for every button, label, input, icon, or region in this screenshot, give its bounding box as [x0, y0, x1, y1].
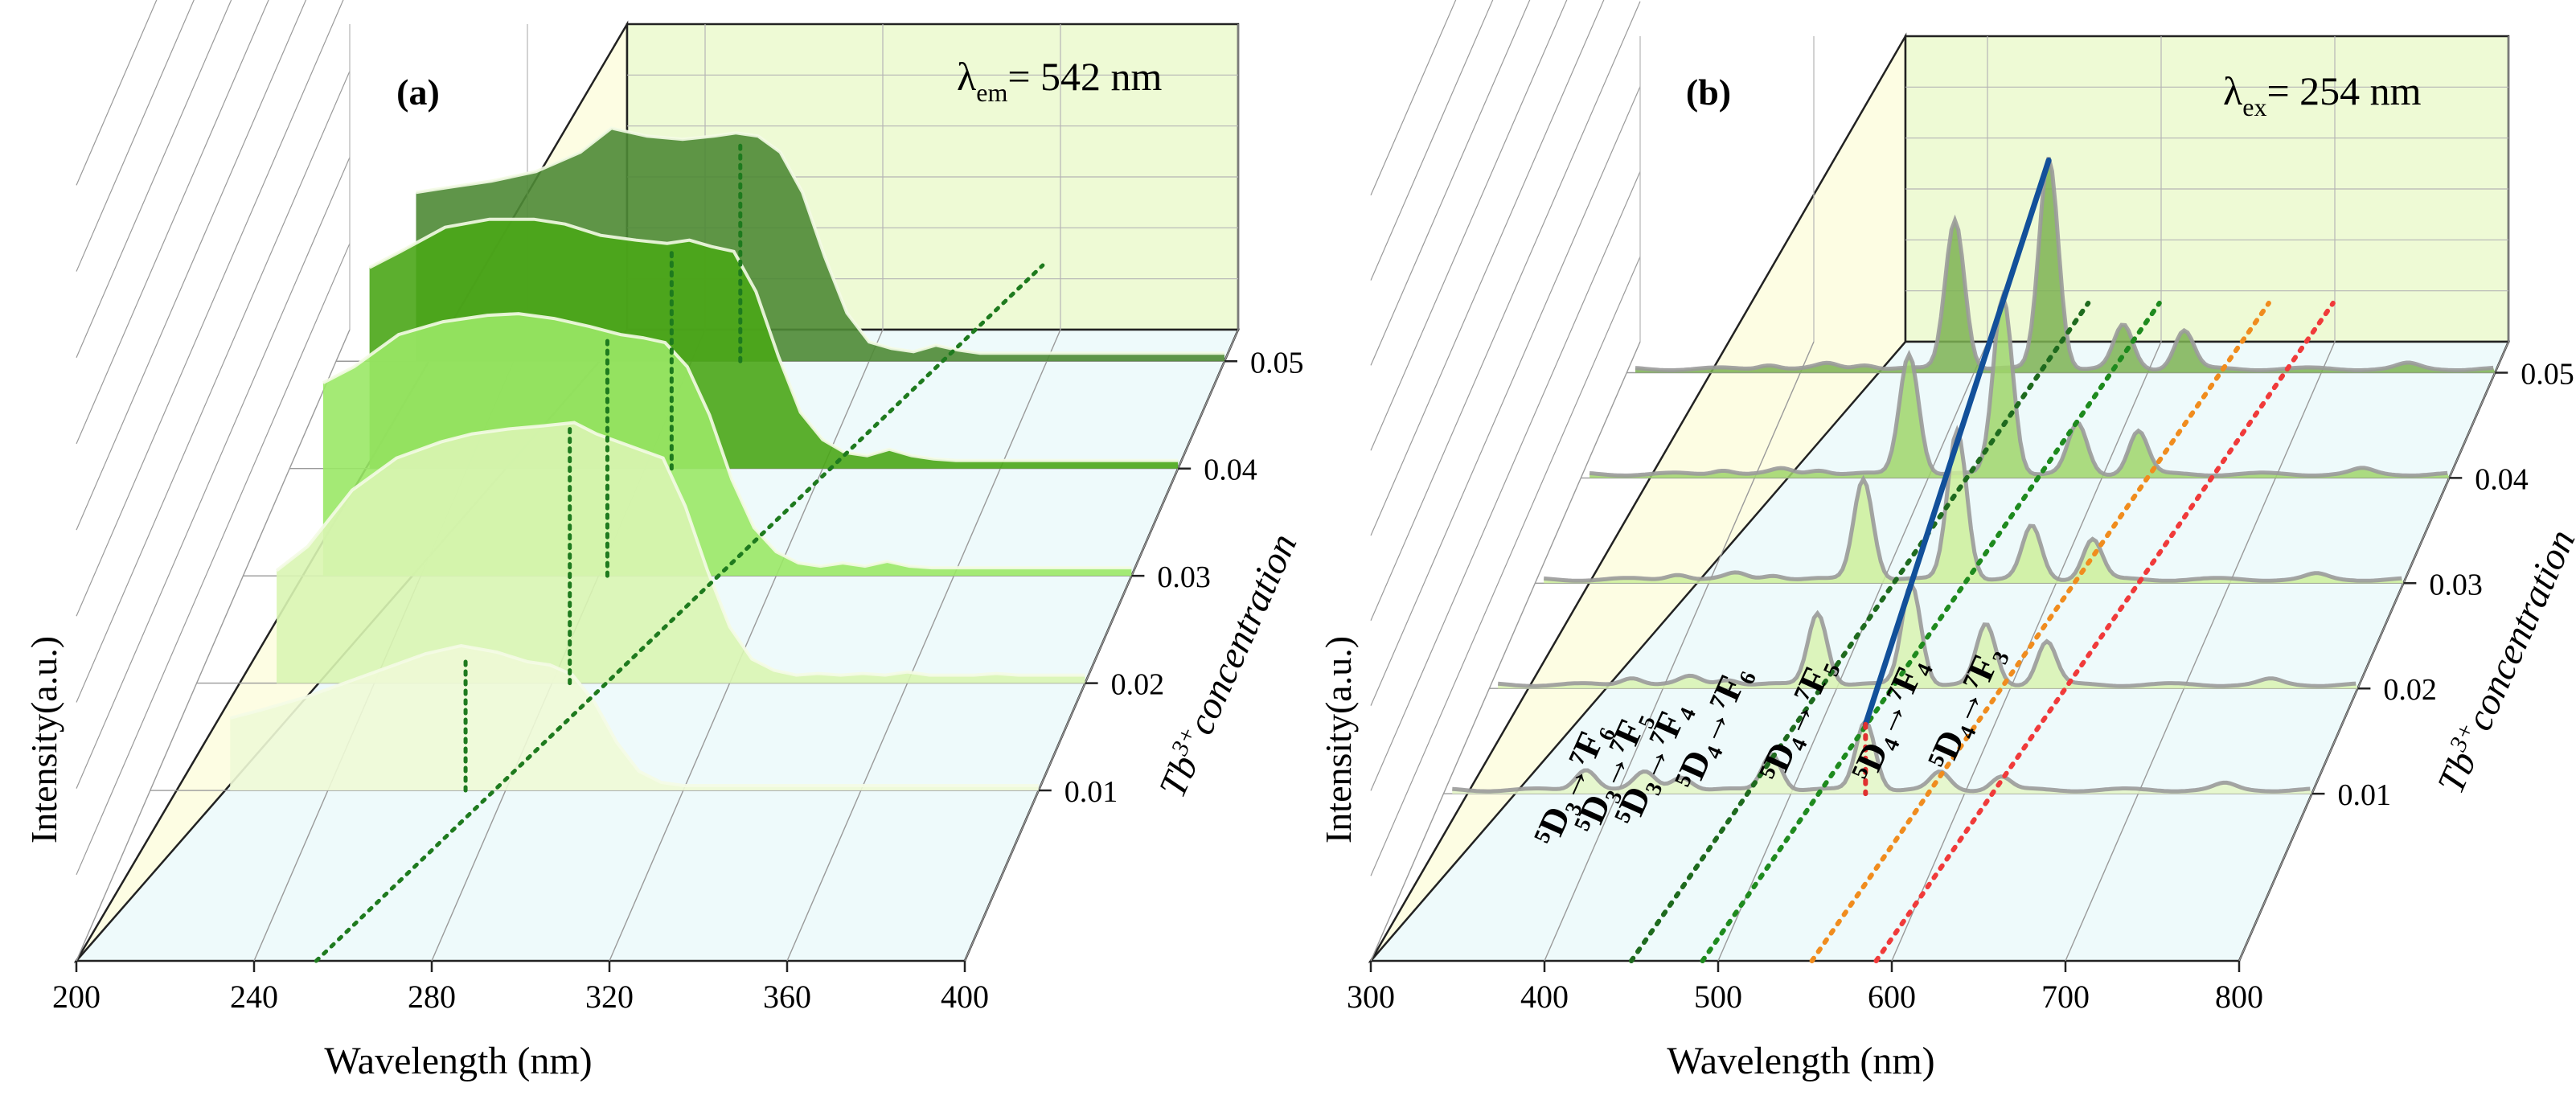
- wall-gridline: [76, 0, 158, 186]
- panel-b-z-ticks: 0.01 0.02 0.03 0.04 0.05: [2311, 358, 2574, 812]
- panel-a-z-ticks: 0.01 0.02 0.03 0.04 0.05: [1038, 346, 1304, 809]
- panel-a-ylabel: Intensity(a.u.): [23, 636, 64, 843]
- x-tick-label: 400: [1520, 979, 1569, 1015]
- peak-guide-511: [1700, 301, 2162, 963]
- spectrum-area-0.02: [277, 422, 1085, 683]
- z-tick-label: 0.03: [1157, 560, 1211, 594]
- x-tick-label: 280: [408, 979, 456, 1015]
- wall-gridline: [76, 0, 232, 358]
- panel-a-lambda: λem= 542 nm: [957, 54, 1163, 107]
- peak-guide-470: [1629, 301, 2091, 963]
- x-tick-label: 360: [763, 979, 811, 1015]
- spectrum-line-0.05: [1635, 157, 2494, 372]
- spectrum-line-0.01: [229, 643, 1039, 787]
- wall-gridline: [1370, 86, 1641, 706]
- floor-gridline-x: [1717, 341, 1988, 962]
- panel-a-lambda-sub: em: [976, 78, 1007, 107]
- wall-gridline: [1370, 0, 1531, 366]
- floor-gridline-x: [76, 329, 351, 962]
- panel-b-label: (b): [1686, 72, 1731, 113]
- spectrum-line-0.01: [1452, 717, 2311, 794]
- peak-guide-574: [1809, 301, 2271, 963]
- spectrum-area-0.01: [230, 646, 1039, 791]
- panel-a-guides: [314, 140, 1045, 963]
- panel-b-lambda: λex= 254 nm: [2223, 68, 2422, 121]
- panel-b-slices: [1452, 157, 2496, 794]
- floor-gridline-x: [609, 329, 884, 962]
- spectrum-line-0.03: [322, 312, 1132, 570]
- x-tick-label: 300: [1347, 979, 1395, 1015]
- wall-gridline: [76, 157, 351, 789]
- panel-b-xlabel: Wavelength (nm): [1667, 1040, 1934, 1082]
- panel-b-x-ticks: 300 400 500 600 700 800: [1347, 961, 2263, 1015]
- spectrum-line-0.02: [275, 421, 1085, 677]
- wall-gridline: [76, 0, 344, 617]
- x-tick-label: 320: [585, 979, 634, 1015]
- x-tick-label: 600: [1868, 979, 1916, 1015]
- floor-gridline-x: [964, 329, 1239, 962]
- spectrum-line-0.04: [368, 217, 1179, 462]
- z-tick-label: 0.05: [1250, 346, 1304, 380]
- wall-gridline: [76, 0, 195, 272]
- wall-gridline: [1370, 256, 1641, 876]
- panel-a-slices: [229, 126, 1224, 791]
- floor-gridline-x: [2065, 341, 2336, 962]
- panel-a: 200 240 280 320 360 400 0.010.020.030.040.05 …: [23, 0, 1305, 1082]
- wall-gridline: [1370, 0, 1494, 281]
- wall-gridline: [1370, 1, 1641, 622]
- z-tick-label: 0.02: [2383, 673, 2437, 707]
- z-tick-label: 0.04: [1204, 454, 1257, 487]
- spectrum-line-0.05: [416, 126, 1224, 355]
- wall-gridline: [76, 0, 269, 445]
- panel-a-x-ticks: 200 240 280 320 360 400: [52, 961, 989, 1015]
- panel-a-label: (a): [396, 72, 440, 113]
- wall-gridline: [76, 0, 307, 531]
- panel-a-xlabel: Wavelength (nm): [324, 1040, 592, 1082]
- z-tick-label: 0.02: [1111, 668, 1165, 702]
- panel-b-lambda-sub: ex: [2242, 92, 2266, 121]
- wall-gridline: [76, 243, 351, 876]
- x-tick-label: 800: [2215, 979, 2263, 1015]
- trend-guide: [314, 263, 1045, 963]
- wall-gridline: [1370, 0, 1568, 451]
- panel-b-ylabel: Intensity(a.u.): [1318, 636, 1359, 843]
- spectrum-line-0.02: [1498, 580, 2357, 688]
- spectrum-line-0.03: [1544, 425, 2402, 583]
- wall-gridline: [1370, 0, 1457, 196]
- wall-gridline: [1370, 0, 1605, 536]
- x-tick-label: 400: [941, 979, 989, 1015]
- panel-b-zlabel: Tb3+concentration: [2428, 523, 2576, 799]
- peak-guide-611: [1873, 301, 2336, 963]
- wall-gridline: [76, 71, 351, 703]
- floor-gridline-x: [786, 329, 1061, 962]
- floor-gridline-x: [1544, 341, 1815, 962]
- wall-gridline: [1370, 171, 1641, 791]
- x-tick-label: 500: [1694, 979, 1742, 1015]
- z-tick-label: 0.04: [2475, 462, 2529, 496]
- z-tick-label: 0.01: [1064, 775, 1118, 809]
- z-tick-label: 0.05: [2521, 358, 2574, 392]
- floor-gridline-x: [1370, 341, 1641, 962]
- z-tick-label: 0.03: [2429, 568, 2483, 601]
- z-tick-label: 0.01: [2337, 778, 2391, 812]
- x-tick-label: 200: [52, 979, 100, 1015]
- panel-b-guides: [1629, 158, 2336, 963]
- x-tick-label: 240: [230, 979, 278, 1015]
- intensity-trend-line: [1862, 158, 2052, 728]
- spectrum-line-0.04: [1589, 289, 2448, 478]
- x-tick-label: 700: [2041, 979, 2090, 1015]
- floor-gridline-x: [2238, 341, 2509, 962]
